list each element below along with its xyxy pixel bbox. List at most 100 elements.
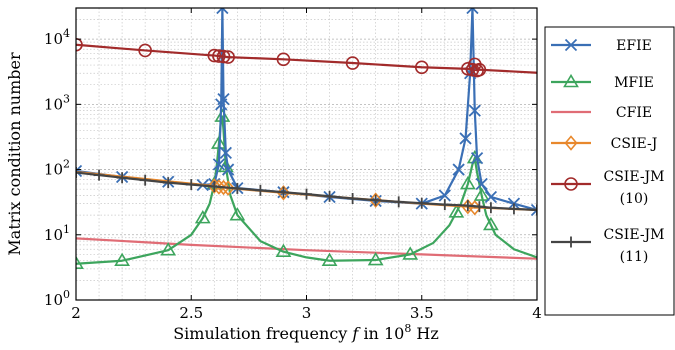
legend-marker [565,236,577,248]
series-csie-jm-10 [76,37,537,78]
data-point-csie-jm-11 [93,169,105,181]
data-point-efie [216,8,229,15]
legend-marker [564,38,578,52]
data-point-csie-jm-11 [162,177,174,189]
data-point-csie-jm-10 [345,56,360,70]
data-point-mfie [114,252,131,267]
data-point-csie-jm-11 [231,182,243,194]
data-point-mfie [194,210,211,224]
y-tick-label: 103 [44,92,70,113]
legend-label: EFIE [616,38,652,54]
data-point-efie [452,163,465,176]
data-point-csie-jm-11 [76,167,82,179]
plot-series [76,8,537,270]
series-line-mfie [76,115,537,265]
data-point-csie-j [207,178,221,194]
data-point-csie-jm-11 [185,179,197,191]
data-point-csie-j [212,179,226,195]
data-point-efie [217,93,230,106]
data-point-mfie [229,207,246,221]
data-point-mfie [275,243,292,258]
y-tick-label: 101 [44,223,70,244]
data-point-efie [530,203,537,217]
data-point-efie [466,8,479,15]
legend-label: CSIE-JM (11) [604,227,665,265]
data-point-csie-jm-10 [276,52,291,67]
series-mfie [76,108,537,270]
data-point-csie-jm-11 [439,199,451,211]
data-point-mfie [76,255,84,270]
legend-label: MFIE [614,75,654,91]
data-point-mfie [482,216,499,231]
data-point-csie-jm-11 [277,186,289,198]
data-point-efie [221,163,235,176]
data-point-csie-jm-11 [370,194,382,206]
series-csie-jm-11 [76,167,537,216]
data-point-csie-jm-10 [138,43,152,58]
data-point-csie-jm-11 [531,204,537,216]
data-point-csie-jm-11 [473,201,485,213]
x-tick-label: 4 [532,304,542,322]
legend-item-csie-j: CSIE-J [551,135,658,152]
y-tick-label: 102 [44,158,70,179]
data-point-csie-jm-11 [508,203,520,215]
data-point-mfie [459,175,476,190]
legend: EFIE MFIE CFIE CSIE-J CSIE-JM (10) CSIE-JM (11) [544,26,675,316]
legend-item-mfie: MFIE [551,73,654,91]
data-point-csie-jm-10 [212,49,226,63]
series-line-csie-jm-10 [76,43,537,74]
legend-item-csie-jm-10: CSIE-JM (10) [551,169,665,207]
legend-marker [563,73,579,88]
data-point-csie-jm-11 [208,180,220,192]
data-point-csie-j [369,192,383,208]
series-line-cfie [76,237,537,260]
data-point-efie [468,104,481,117]
data-point-csie-jm-11 [301,188,312,200]
x-axis-title: Simulation frequency f in 108 Hz [173,322,439,343]
data-point-csie-jm-11 [116,172,128,184]
x-tick-label: 3.5 [410,304,434,322]
legend-item-efie: EFIE [551,38,652,54]
data-point-csie-jm-10 [76,37,83,52]
data-point-csie-jm-11 [485,202,497,214]
data-point-csie-jm-11 [347,192,359,204]
legend-item-csie-jm-11: CSIE-JM (11) [551,227,665,265]
data-point-mfie [473,187,490,201]
data-point-mfie [214,108,231,122]
data-point-efie [459,132,472,145]
legend-marker [564,177,578,191]
data-point-csie-j [276,185,290,201]
data-point-csie-jm-11 [324,190,336,202]
axis-ticks: 2 2.5 3 3.5 4 100 101 102 103 104 [44,8,542,322]
legend-box [544,26,675,316]
y-tick-label: 100 [44,288,70,309]
data-point-efie [470,151,484,165]
data-point-efie [438,189,451,202]
data-point-csie-jm-10 [414,60,429,75]
data-point-csie-jm-10 [221,50,235,64]
data-point-efie [76,164,83,178]
data-point-csie-jm-10 [216,49,231,64]
data-point-efie [212,158,226,171]
data-point-csie-jm-11 [416,197,428,209]
x-tick-label: 2.5 [179,304,203,322]
series-cfie [76,237,537,260]
legend-marker [564,135,578,151]
x-tick-label: 3 [302,304,312,322]
data-point-csie-jm-11 [462,200,474,212]
data-point-csie-j [221,180,235,196]
data-point-csie-jm-11 [254,184,266,196]
data-point-csie-j [216,179,231,196]
data-point-mfie [402,246,419,260]
data-point-mfie [160,242,177,256]
x-tick-label: 2 [71,304,81,322]
legend-label: CFIE [616,105,652,121]
legend-item-cfie: CFIE [551,105,652,121]
data-point-mfie [367,251,384,266]
data-point-csie-jm-10 [472,62,487,77]
data-point-efie [219,146,232,160]
data-point-efie [475,177,488,191]
data-point-csie-jm-10 [207,48,222,63]
legend-label: CSIE-J [611,136,658,152]
y-tick-label: 104 [44,27,70,48]
